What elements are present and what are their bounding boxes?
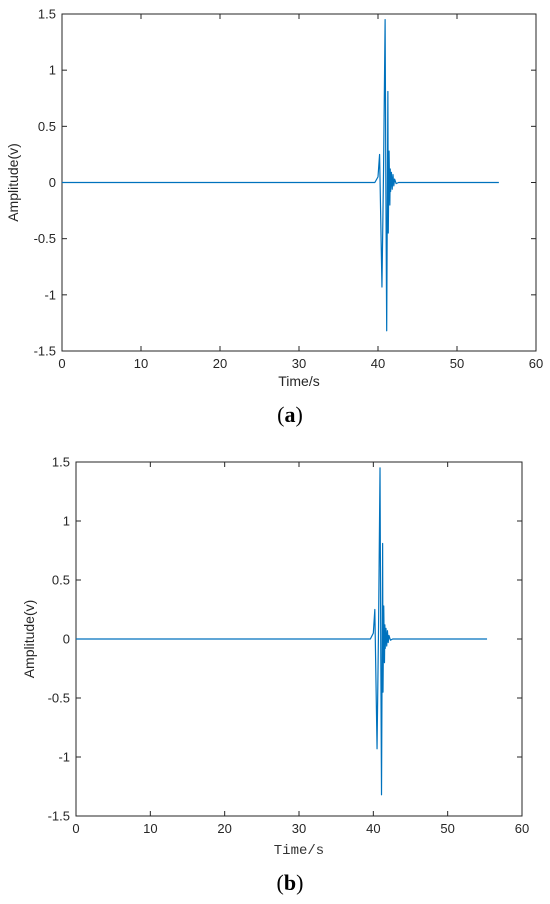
y-tick-label: 0 <box>49 175 56 190</box>
series-line <box>76 467 488 796</box>
y-tick-label: -1 <box>58 750 70 765</box>
y-tick-label: 0 <box>63 632 70 647</box>
y-tick-label: -1.5 <box>48 809 70 824</box>
x-tick-label: 60 <box>515 821 529 836</box>
y-tick-label: 1 <box>49 63 56 78</box>
x-axis-label: Time/s <box>274 843 324 859</box>
caption-letter: b <box>284 870 296 895</box>
x-tick-label: 50 <box>440 821 454 836</box>
y-tick-label: 0.5 <box>52 573 70 588</box>
y-tick-label: -1.5 <box>34 344 56 359</box>
panel-caption: (b) <box>277 870 304 895</box>
y-tick-label: 0.5 <box>38 119 56 134</box>
chart-panel-a: 0 10 20 30 40 50 60 1.5 1 0.5 0 -0.5 -1 -1.5 Time/s Amp… <box>5 7 543 428</box>
panel-caption: (a) <box>277 402 303 427</box>
caption-paren-open: ( <box>277 870 284 895</box>
x-tick-label: 30 <box>292 821 306 836</box>
x-tick-label: 10 <box>134 356 148 371</box>
x-tick-label: 10 <box>143 821 157 836</box>
y-tick-label: -0.5 <box>48 691 70 706</box>
series-line <box>62 19 499 332</box>
y-tick-label: -1 <box>44 287 56 302</box>
x-tick-label: 60 <box>529 356 543 371</box>
caption-paren-close: ) <box>296 870 303 895</box>
y-axis-label: Amplitude(v) <box>5 143 21 222</box>
chart-panel-b: 0 10 20 30 40 50 60 1.5 1 0.5 0 -0.5 -1 -1.5 Time/s Amp… <box>21 455 529 896</box>
x-tick-label: 40 <box>371 356 385 371</box>
x-tick-label: 20 <box>213 356 227 371</box>
caption-letter: a <box>285 402 296 427</box>
y-tick-label: -0.5 <box>34 231 56 246</box>
y-axis-label: Amplitude(v) <box>21 600 37 679</box>
x-axis-label: Time/s <box>278 373 319 389</box>
y-tick-label: 1.5 <box>38 7 56 22</box>
y-tick-label: 1 <box>63 514 70 529</box>
x-tick-label: 0 <box>58 356 65 371</box>
y-tick-label: 1.5 <box>52 455 70 470</box>
x-tick-label: 50 <box>450 356 464 371</box>
caption-paren-close: ) <box>296 402 303 427</box>
caption-paren-open: ( <box>277 402 284 427</box>
x-tick-label: 20 <box>217 821 231 836</box>
x-tick-label: 30 <box>292 356 306 371</box>
x-tick-label: 40 <box>366 821 380 836</box>
x-tick-label: 0 <box>72 821 79 836</box>
